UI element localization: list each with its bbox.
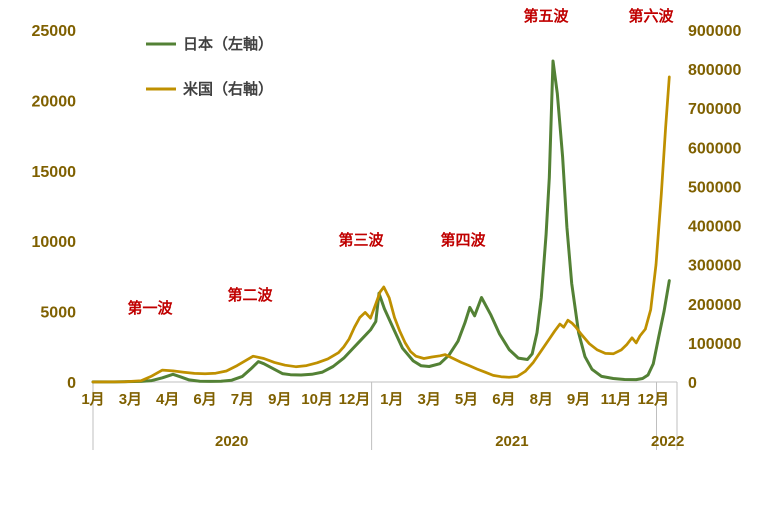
left-axis-tick-label: 0 — [67, 375, 76, 392]
x-axis-month-label: 10月 — [301, 391, 333, 408]
japan-series-line — [91, 59, 671, 384]
legend: 日本（左軸） 米国（右軸） — [146, 35, 273, 98]
x-axis-month-label: 6月 — [492, 391, 515, 408]
left-axis-tick-label: 10000 — [32, 234, 77, 251]
x-axis-month-label: 8月 — [530, 391, 553, 408]
x-axis-year-label: 2020 — [215, 433, 248, 450]
wave-5-label: 第五波 — [523, 7, 569, 25]
series-layer — [91, 59, 671, 384]
axes-layer: 0 5000 10000 15000 20000 25000 0 100000 200000 30… — [32, 23, 741, 450]
x-axis-month-label: 4月 — [156, 391, 179, 408]
left-axis-tick-label: 25000 — [32, 23, 77, 40]
wave-4-label: 第四波 — [440, 231, 486, 249]
left-axis-tick-label: 5000 — [40, 305, 76, 322]
x-axis-month-label: 7月 — [231, 391, 254, 408]
right-axis-tick-label: 400000 — [688, 219, 741, 236]
left-axis-tick-label: 20000 — [32, 93, 77, 110]
us-series-line — [91, 75, 671, 384]
x-axis-year-label: 2022 — [651, 433, 684, 450]
right-axis-tick-label: 800000 — [688, 62, 741, 79]
wave-annotations: 第一波 第二波 第三波 第四波 第五波 第六波 — [127, 7, 674, 317]
x-axis-month-label: 9月 — [268, 391, 291, 408]
right-axis-tick-label: 600000 — [688, 140, 741, 157]
x-axis-month-label: 3月 — [119, 391, 142, 408]
japan-legend-label: 日本（左軸） — [183, 35, 273, 53]
x-axis-month-label: 1月 — [380, 391, 403, 408]
right-axis-tick-label: 900000 — [688, 23, 741, 40]
left-axis-tick-label: 15000 — [32, 164, 77, 181]
right-axis-tick-label: 300000 — [688, 258, 741, 275]
right-axis-tick-label: 200000 — [688, 297, 741, 314]
right-axis-tick-label: 0 — [688, 375, 697, 392]
x-axis-month-label: 12月 — [339, 391, 371, 408]
x-axis-month-label: 1月 — [81, 391, 104, 408]
wave-3-label: 第三波 — [338, 231, 384, 249]
x-axis-month-label: 3月 — [418, 391, 441, 408]
wave-1-label: 第一波 — [127, 299, 173, 317]
us-legend-label: 米国（右軸） — [183, 80, 273, 98]
x-axis-month-label: 5月 — [455, 391, 478, 408]
wave-6-label: 第六波 — [628, 7, 674, 25]
right-axis-tick-label: 100000 — [688, 336, 741, 353]
right-axis-tick-label: 500000 — [688, 179, 741, 196]
right-axis-tick-label: 700000 — [688, 101, 741, 118]
x-axis-month-label: 11月 — [601, 391, 632, 408]
x-axis-year-label: 2021 — [495, 433, 528, 450]
x-axis-month-label: 9月 — [567, 391, 590, 408]
x-axis-month-label: 6月 — [193, 391, 216, 408]
wave-2-label: 第二波 — [227, 286, 273, 304]
x-axis-month-label: 12月 — [637, 391, 669, 408]
